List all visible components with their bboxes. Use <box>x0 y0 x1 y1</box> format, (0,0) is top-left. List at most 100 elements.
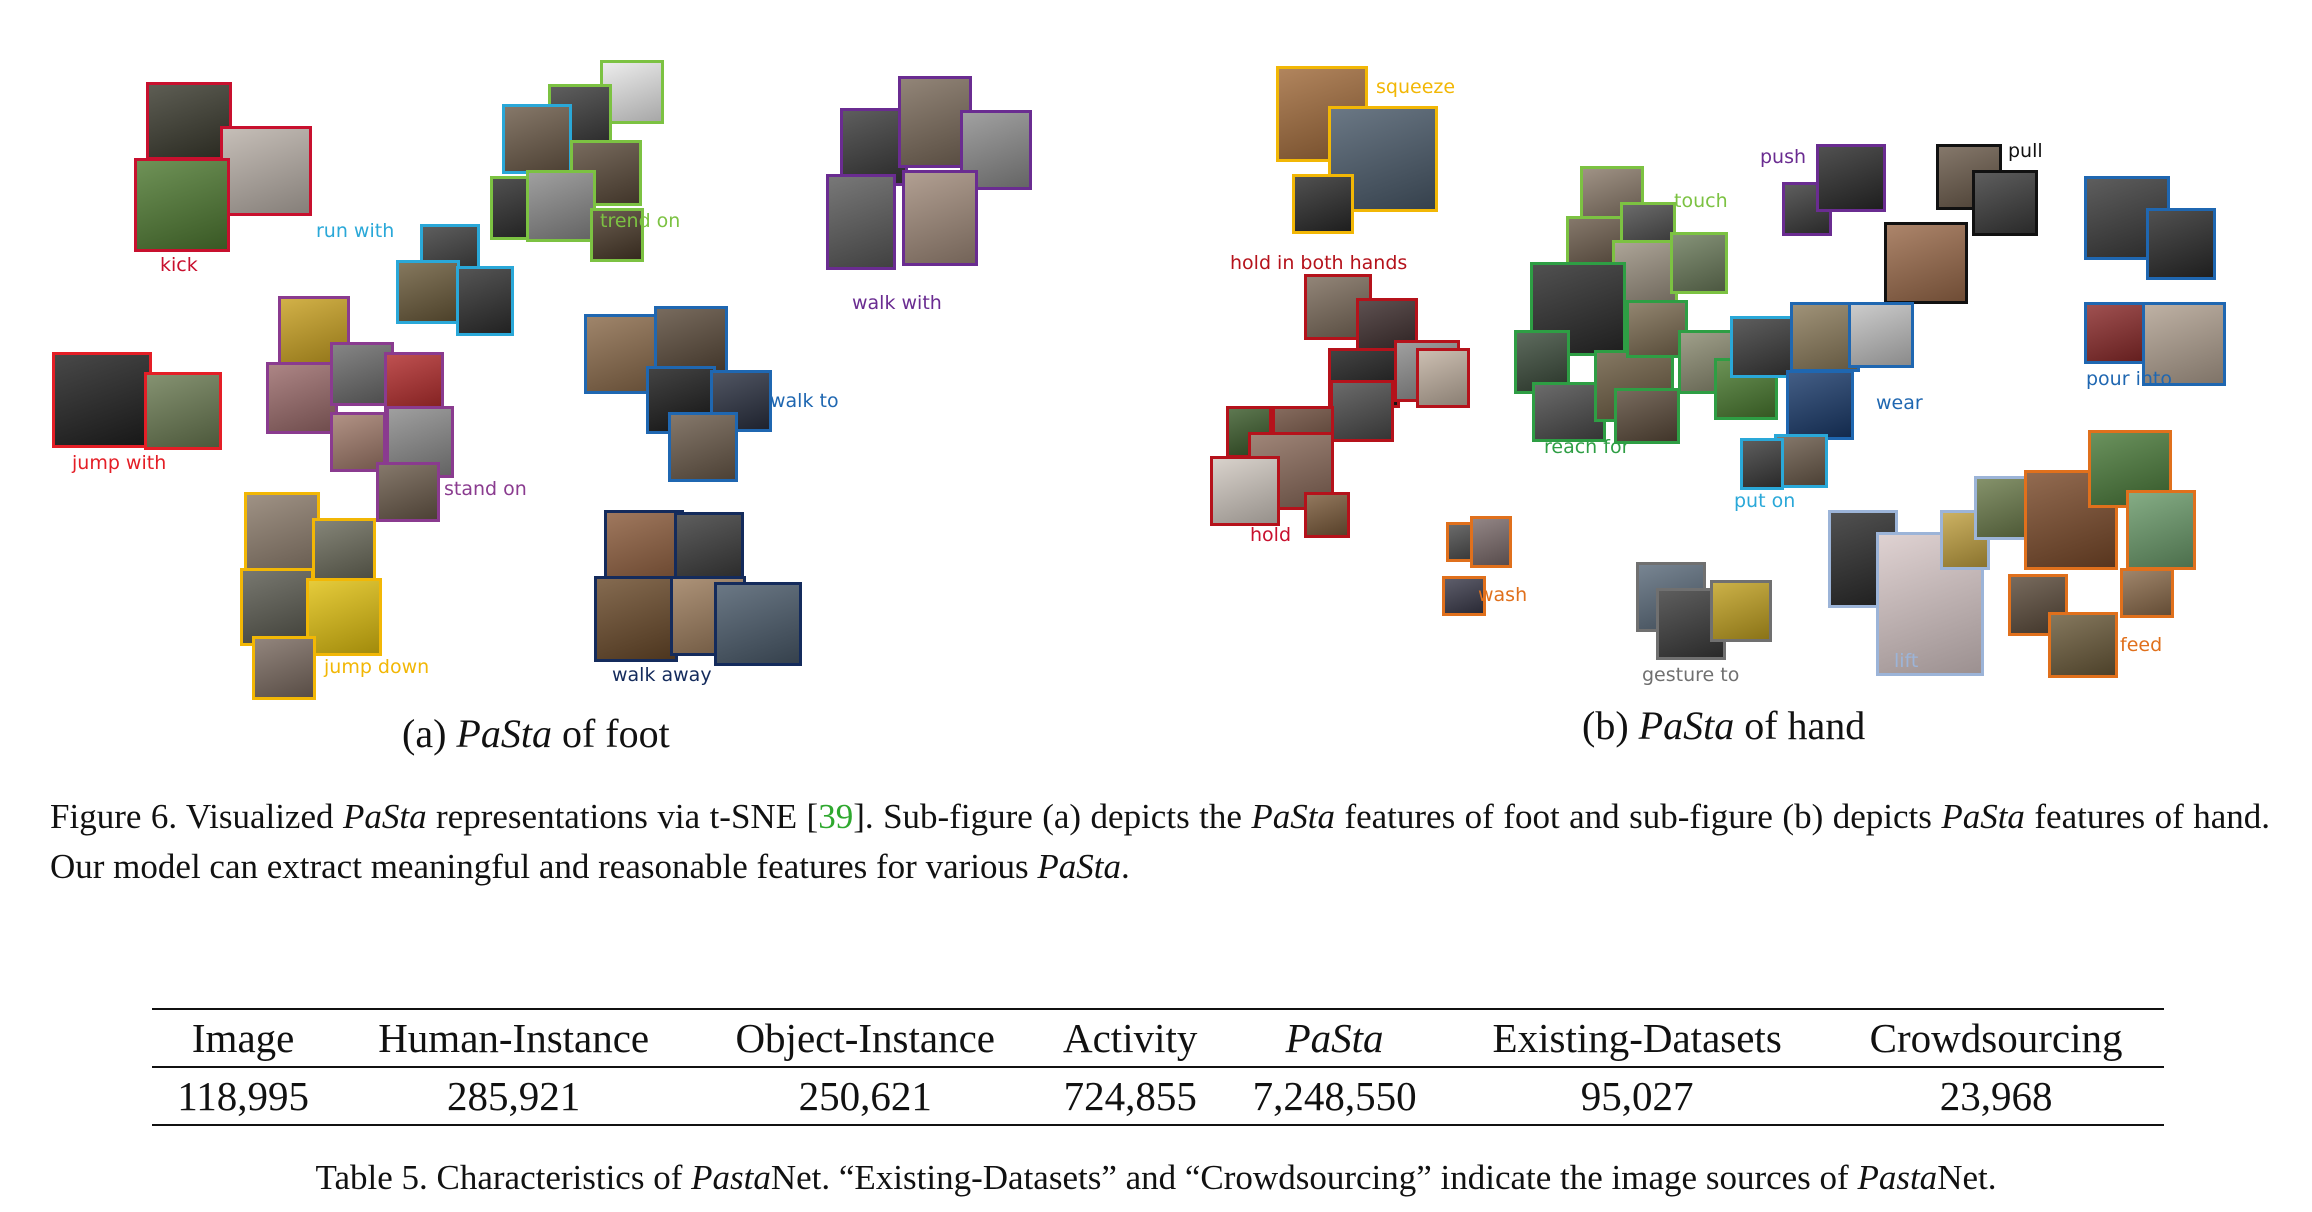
caption-italic: PaSta <box>1251 797 1335 836</box>
thumbnail-image <box>1626 300 1688 358</box>
thumbnail-image <box>502 104 572 174</box>
thumbnail-image <box>1740 438 1784 490</box>
table-header-cell: Image <box>191 1015 295 1061</box>
thumbnail-image <box>376 462 440 522</box>
cluster-label-reach-for: reach for <box>1544 436 1630 458</box>
cluster-label-lift: lift <box>1894 650 1919 672</box>
cluster-label-hold: hold <box>1250 524 1292 546</box>
table-cell: 23,968 <box>1939 1073 2053 1119</box>
subcaption-b-prefix: (b) <box>1582 703 1639 748</box>
caption-text: features of foot and sub-figure (b) depi… <box>1334 797 1942 836</box>
citation-link[interactable]: 39 <box>818 797 854 836</box>
thumbnail-image <box>654 306 728 376</box>
table-header-cell: Object-Instance <box>735 1015 995 1061</box>
cluster-label-hold-in-both-hands: hold in both hands <box>1230 252 1408 274</box>
thumbnail-image <box>2142 302 2226 386</box>
caption-italic: Pasta <box>691 1158 771 1197</box>
table-row: 118,995 285,921 250,621 724,855 7,248,55… <box>152 1067 2164 1125</box>
thumbnail-image <box>594 576 678 662</box>
thumbnail-image <box>898 76 972 168</box>
thumbnail-image <box>220 126 312 216</box>
thumbnail-image <box>2048 612 2118 678</box>
thumbnail-image <box>668 412 738 482</box>
thumbnail-image <box>600 60 664 124</box>
thumbnail-image <box>1614 388 1680 444</box>
figure-panel-b: squeeze hold in both hands hold push pul… <box>1180 40 2290 686</box>
caption-text: ]. Sub-figure (a) depicts the <box>853 797 1252 836</box>
thumbnail-image <box>1730 316 1796 378</box>
caption-italic: PaSta <box>1941 797 2025 836</box>
cluster-label-wash: wash <box>1478 584 1528 606</box>
table-header-cell: Crowdsourcing <box>1869 1015 2123 1061</box>
thumbnail-image <box>1442 576 1486 616</box>
cluster-label-wear: wear <box>1876 392 1923 414</box>
subcaption-a-italic: PaSta <box>456 711 552 756</box>
caption-italic: Pasta <box>1857 1158 1938 1197</box>
cluster-label-trend-on: trend on <box>600 210 681 232</box>
figure-caption: Figure 6. Visualized PaSta representatio… <box>50 792 2270 892</box>
thumbnail-image <box>1210 456 1280 526</box>
thumbnail-image <box>134 158 230 252</box>
table-cell: 724,855 <box>1063 1073 1197 1119</box>
caption-text: Net. <box>1937 1158 1997 1197</box>
cluster-label-pull: pull <box>2008 140 2043 162</box>
cluster-label-squeeze: squeeze <box>1376 76 1456 98</box>
thumbnail-image <box>456 266 514 336</box>
subcaption-a-suffix: of foot <box>551 711 670 756</box>
thumbnail-image <box>826 174 896 270</box>
caption-text: Net. “Existing-Datasets” and “Crowdsourc… <box>770 1158 1858 1197</box>
cluster-label-walk-with: walk with <box>852 292 942 314</box>
thumbnail-image <box>548 84 612 148</box>
thumbnail-image <box>240 568 314 646</box>
thumbnail-image <box>1304 492 1350 538</box>
cluster-label-walk-to: walk to <box>770 390 839 412</box>
thumbnail-image <box>1884 222 1968 304</box>
cluster-label-push: push <box>1760 146 1807 168</box>
cluster-label-kick: kick <box>160 254 198 276</box>
thumbnail-image <box>2126 490 2196 570</box>
table-header-cell: Activity <box>1063 1015 1198 1061</box>
thumbnail-image <box>244 492 320 582</box>
cluster-label-touch: touch <box>1674 190 1728 212</box>
thumbnail-image <box>312 518 376 582</box>
thumbnail-image <box>1328 106 1438 212</box>
caption-italic: PaSta <box>342 797 427 836</box>
thumbnail-image <box>1532 382 1606 442</box>
thumbnail-image <box>1972 170 2038 236</box>
thumbnail-image <box>674 512 744 584</box>
thumbnail-image <box>1330 380 1394 442</box>
subcaption-b-italic: PaSta <box>1638 703 1735 748</box>
table-header-cell: Existing-Datasets <box>1492 1015 1782 1061</box>
thumbnail-image <box>2146 208 2216 280</box>
thumbnail-image <box>146 82 232 160</box>
caption-text: Table 5. Characteristics of <box>315 1158 692 1197</box>
figure-panel-a: kick run with trend on walk with jump wi… <box>40 40 1110 700</box>
cluster-label-pour-into: pour into <box>2086 368 2172 390</box>
table-cell: 7,248,550 <box>1252 1073 1417 1119</box>
thumbnail-image <box>306 578 382 656</box>
thumbnail-image <box>252 636 316 700</box>
table-cell: 285,921 <box>447 1073 581 1119</box>
thumbnail-image <box>902 170 978 266</box>
thumbnail-image <box>2084 302 2148 364</box>
thumbnail-image <box>1816 144 1886 212</box>
cluster-label-walk-away: walk away <box>612 664 712 686</box>
thumbnail-image <box>710 370 772 432</box>
cluster-label-run-with: run with <box>316 220 395 242</box>
thumbnail-image <box>1470 516 1512 568</box>
subcaption-b: (b) PaSta of hand <box>1582 702 1865 749</box>
cluster-label-stand-on: stand on <box>444 478 527 500</box>
thumbnail-image <box>1670 232 1728 294</box>
thumbnail-image <box>526 170 596 242</box>
thumbnail-image <box>1710 580 1772 642</box>
cluster-label-put-on: put on <box>1734 490 1796 512</box>
table-cell: 95,027 <box>1580 1073 1694 1119</box>
cluster-label-feed: feed <box>2120 634 2163 656</box>
thumbnail-image <box>590 208 644 262</box>
table-cell: 118,995 <box>177 1073 309 1119</box>
table-header-row: Image Human-Instance Object-Instance Act… <box>152 1009 2164 1067</box>
caption-italic: PaSta <box>1037 847 1121 886</box>
thumbnail-image <box>1786 370 1854 440</box>
thumbnail-image <box>1848 302 1914 368</box>
caption-text: features of hand. Our model can extract … <box>50 797 2271 886</box>
